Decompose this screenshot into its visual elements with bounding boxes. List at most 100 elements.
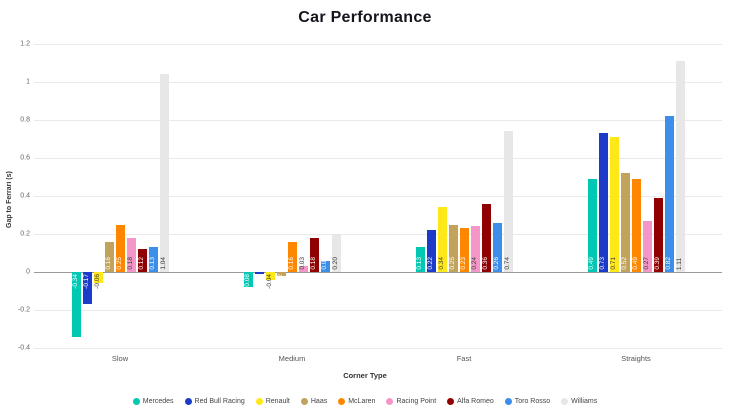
bar-value-label: -0.17 — [82, 274, 90, 289]
bar-value-label: 0.16 — [287, 257, 295, 270]
bar-value-label: 0.13 — [415, 257, 423, 270]
gridline — [34, 120, 722, 121]
bar-value-label: 0.71 — [609, 257, 617, 270]
bar-red-bull-racing-medium — [254, 272, 264, 274]
x-axis-label: Corner Type — [343, 371, 387, 380]
bar-value-label: -0.01 — [254, 274, 262, 289]
y-tick-label: -0.2 — [17, 306, 30, 314]
bar-renault-fast — [437, 207, 447, 272]
bar-racing-point-straights — [642, 220, 652, 272]
bar-haas-slow — [104, 241, 114, 272]
bar-value-label: 0.34 — [437, 257, 445, 270]
gridline — [34, 348, 722, 349]
legend-swatch-renault — [255, 398, 263, 405]
legend-swatch-racing-point — [386, 398, 394, 405]
bar-haas-straights — [620, 173, 630, 272]
legend-label: Alfa Romeo — [457, 398, 494, 405]
bar-red-bull-racing-straights — [598, 133, 608, 272]
legend-swatch-red-bull-racing — [184, 398, 192, 405]
y-axis-label: Gap to Ferrari (s) — [6, 171, 13, 229]
y-tick-label: 0 — [26, 268, 30, 276]
legend-item-toro-rosso[interactable]: Toro Rosso — [504, 398, 551, 405]
bar-red-bull-racing-fast — [426, 230, 436, 272]
legend-label: Haas — [310, 398, 328, 405]
bar-haas-medium — [276, 272, 286, 276]
bar-value-label: 1.04 — [159, 257, 167, 270]
bar-haas-fast — [448, 224, 458, 272]
y-tick-label: 1 — [26, 78, 30, 86]
x-tick-label-medium: Medium — [278, 354, 306, 363]
bar-williams-slow — [159, 74, 169, 272]
legend-item-renault[interactable]: Renault — [255, 398, 290, 405]
bar-renault-slow — [93, 272, 103, 284]
bar-williams-fast — [503, 131, 513, 272]
legend-item-mclaren[interactable]: McLaren — [338, 398, 375, 405]
legend-swatch-alfa-romeo — [447, 398, 455, 405]
y-tick-label: 0.4 — [20, 192, 30, 200]
bar-value-label: 0.12 — [137, 257, 145, 270]
bar-value-label: 0.18 — [126, 257, 134, 270]
bar-williams-medium — [331, 234, 341, 272]
legend-label: Williams — [571, 398, 598, 405]
bar-value-label: 0.39 — [653, 257, 661, 270]
bar-value-label: 1.11 — [675, 257, 683, 270]
bar-value-label: 0.24 — [470, 257, 478, 270]
y-tick-label: 0.6 — [20, 154, 30, 162]
legend-item-racing-point[interactable]: Racing Point — [386, 398, 436, 405]
bar-value-label: 0.49 — [587, 257, 595, 270]
bar-value-label: 0.20 — [331, 257, 339, 270]
legend-swatch-mercedes — [132, 398, 140, 405]
bar-value-label: 0.74 — [503, 257, 511, 270]
legend-swatch-toro-rosso — [504, 398, 512, 405]
bar-value-label: 0.23 — [459, 257, 467, 270]
legend-label: Mercedes — [142, 398, 174, 405]
legend-label: Red Bull Racing — [194, 398, 245, 405]
bar-toro-rosso-fast — [492, 222, 502, 272]
bar-value-label: 0.16 — [104, 257, 112, 270]
legend-label: Toro Rosso — [514, 398, 551, 405]
bar-toro-rosso-slow — [148, 247, 158, 272]
bar-renault-medium — [265, 272, 275, 280]
bar-mclaren-slow — [115, 224, 125, 272]
bar-value-label: 0.73 — [598, 257, 606, 270]
bar-renault-straights — [609, 137, 619, 272]
legend-item-alfa-romeo[interactable]: Alfa Romeo — [447, 398, 494, 405]
bar-value-label: -0.08 — [243, 274, 251, 289]
bar-value-label: 0.52 — [620, 257, 628, 270]
legend-label: Renault — [265, 398, 290, 405]
x-tick-label-straights: Straights — [621, 354, 651, 363]
bar-value-label: 0.27 — [642, 257, 650, 270]
bar-alfa-romeo-straights — [653, 197, 663, 272]
legend-item-williams[interactable]: Williams — [561, 398, 597, 405]
bar-value-label: 0.25 — [448, 257, 456, 270]
bar-value-label: 0.13 — [148, 257, 156, 270]
legend-item-haas[interactable]: Haas — [300, 398, 328, 405]
bar-racing-point-slow — [126, 237, 136, 272]
bar-red-bull-racing-slow — [82, 272, 92, 305]
bar-williams-straights — [675, 61, 685, 272]
bar-value-label: -0.02 — [276, 274, 284, 289]
legend-item-mercedes[interactable]: Mercedes — [132, 398, 174, 405]
legend-label: McLaren — [348, 398, 376, 405]
bar-mclaren-medium — [287, 241, 297, 272]
legend-swatch-haas — [300, 398, 308, 405]
bar-alfa-romeo-slow — [137, 249, 147, 272]
y-tick-label: 0.8 — [20, 116, 30, 124]
bar-value-label: 0.82 — [664, 257, 672, 270]
x-tick-label-fast: Fast — [456, 354, 472, 363]
bar-value-label: 0.06 — [320, 257, 328, 270]
bar-mercedes-slow — [71, 272, 81, 337]
legend-item-red-bull-racing[interactable]: Red Bull Racing — [184, 398, 245, 405]
bar-toro-rosso-straights — [664, 116, 674, 272]
gridline — [34, 82, 722, 83]
bar-mclaren-straights — [631, 178, 641, 272]
bar-value-label: 0.49 — [631, 257, 639, 270]
bar-value-label: 0.26 — [492, 257, 500, 270]
bar-toro-rosso-medium — [320, 260, 330, 272]
bar-value-label: 0.03 — [298, 257, 306, 270]
gridline — [34, 310, 722, 311]
bar-value-label: -0.06 — [93, 274, 101, 289]
bar-value-label: 0.22 — [426, 257, 434, 270]
chart-title: Car Performance — [298, 9, 432, 26]
